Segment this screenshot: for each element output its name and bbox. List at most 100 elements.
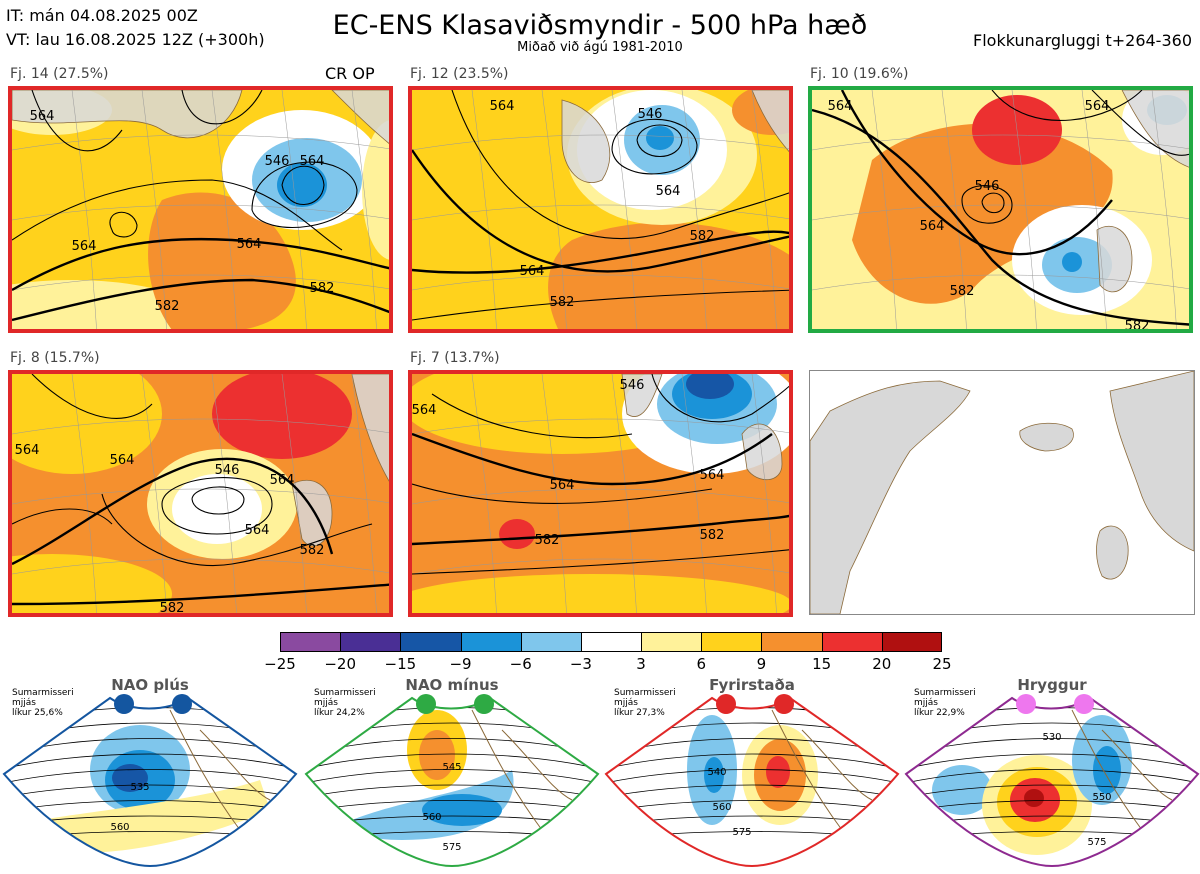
contour-label: 564 — [920, 219, 945, 234]
regime-stat-line: líkur 22,9% — [914, 708, 965, 718]
colorbar-tick-label: −9 — [449, 655, 472, 673]
height-contour — [906, 769, 1198, 787]
anomaly-area — [362, 120, 389, 260]
land-area — [561, 99, 611, 183]
contour-label: 564 — [270, 473, 295, 488]
graticule-line — [471, 374, 497, 613]
regime-shading — [906, 698, 1198, 870]
contour-label: 582 — [300, 543, 325, 558]
regime-stat: Sumarmisseri mjjás líkur 24,2% — [314, 688, 376, 718]
graticule-line — [812, 204, 1189, 221]
graticule-line — [12, 274, 389, 291]
control-operational-marker: CR OP — [325, 64, 375, 83]
cluster-map: 564 546 564 564 582 582 — [412, 374, 789, 613]
height-contour — [4, 769, 296, 787]
height-contour — [1091, 90, 1189, 156]
colorbar-tick-label: −20 — [324, 655, 356, 673]
colorbar-segment — [641, 632, 702, 652]
height-contour — [636, 124, 683, 158]
graticule-line — [541, 90, 567, 329]
regime-stat-line: Sumarmisseri — [914, 688, 976, 698]
height-contour — [651, 374, 789, 423]
colorbar-tick-label: 3 — [636, 655, 646, 673]
empty-map-panel — [809, 370, 1195, 615]
height-contour — [961, 185, 1013, 224]
contour-label: 564 — [520, 264, 545, 279]
height-contour — [191, 486, 245, 515]
regime-outline — [304, 696, 600, 868]
contour-label: 564 — [1085, 99, 1110, 114]
graticule-line — [812, 134, 1189, 151]
anomaly-area — [1024, 789, 1044, 807]
coastline — [169, 709, 271, 831]
graticule-line — [351, 90, 377, 329]
anomaly-area — [852, 123, 1113, 304]
regime-map-svg: 540 560 575 — [604, 694, 900, 868]
anomaly-area — [148, 192, 296, 329]
regime-name: NAO plús — [111, 676, 189, 694]
graticule-line — [751, 90, 777, 329]
height-contour — [606, 784, 898, 801]
contour-label: 564 — [828, 99, 853, 114]
regime-stat-line: mjjás — [314, 698, 338, 708]
graticule-line — [211, 90, 237, 329]
regime-name: NAO mínus — [405, 676, 499, 694]
regime-map-svg: 535 560 — [2, 694, 298, 868]
graticule-line — [751, 374, 777, 613]
graticule-line — [1151, 90, 1177, 329]
contour-label: 582 — [535, 533, 560, 548]
classification-window-label: Flokkunargluggi t+264-360 — [973, 31, 1192, 50]
height-contour — [31, 374, 153, 419]
land-area — [1096, 225, 1133, 293]
colorbar-segment — [701, 632, 762, 652]
height-contour — [4, 784, 296, 801]
height-contour — [109, 211, 138, 238]
cluster-label: Fj. 10 (19.6%) — [810, 66, 909, 82]
land-greenland — [809, 380, 971, 615]
colorbar — [280, 632, 942, 652]
height-contour — [451, 90, 789, 239]
regime-map: 535 560 — [0, 690, 298, 870]
land-area — [351, 374, 389, 482]
contour-label: 540 — [707, 767, 726, 778]
contour-label: 582 — [550, 295, 575, 310]
regime-stat: Sumarmisseri mjjás líkur 25,6% — [12, 688, 74, 718]
anomaly-area — [422, 794, 502, 826]
coastline — [771, 709, 873, 831]
height-contour — [101, 493, 373, 566]
contour-label: 582 — [950, 284, 975, 299]
land-area — [621, 374, 663, 417]
regime-map-svg: 530 550 575 — [904, 694, 1200, 870]
cluster-label: Fj. 7 (13.7%) — [410, 350, 500, 366]
regime-dot — [1016, 694, 1036, 714]
contour-label: 582 — [700, 528, 725, 543]
regime-stat-line: mjjás — [914, 698, 938, 708]
graticule-line — [681, 90, 707, 329]
regime-dot — [114, 694, 134, 714]
anomaly-area — [548, 222, 789, 329]
graticule-line — [141, 90, 167, 329]
cluster-label: Fj. 14 (27.5%) — [10, 66, 109, 82]
regime-dot — [474, 694, 494, 714]
height-contour — [181, 90, 263, 125]
graticule-line — [941, 90, 967, 329]
height-contour — [906, 753, 1198, 773]
anomaly-area — [412, 574, 789, 613]
land-area — [331, 90, 389, 144]
height-contour — [12, 278, 389, 322]
regime-dot — [774, 694, 794, 714]
anomaly-area — [1017, 869, 1047, 870]
graticule-line — [12, 204, 389, 221]
contour-label: 582 — [1125, 319, 1150, 329]
cluster-panel: 564 546 564 564 582 582 — [408, 370, 793, 617]
regime-shading — [4, 698, 296, 866]
cluster-panel: 564 546 564 582 564 582 — [408, 86, 793, 333]
height-contour — [412, 149, 789, 273]
regime-stat: Sumarmisseri mjjás líkur 22,9% — [914, 688, 976, 718]
colorbar-segment — [520, 632, 581, 652]
contour-label: 564 — [490, 99, 515, 114]
graticule-line — [351, 374, 377, 613]
graticule-line — [471, 90, 497, 329]
anomaly-area — [212, 374, 352, 459]
graticule-line — [71, 90, 97, 329]
